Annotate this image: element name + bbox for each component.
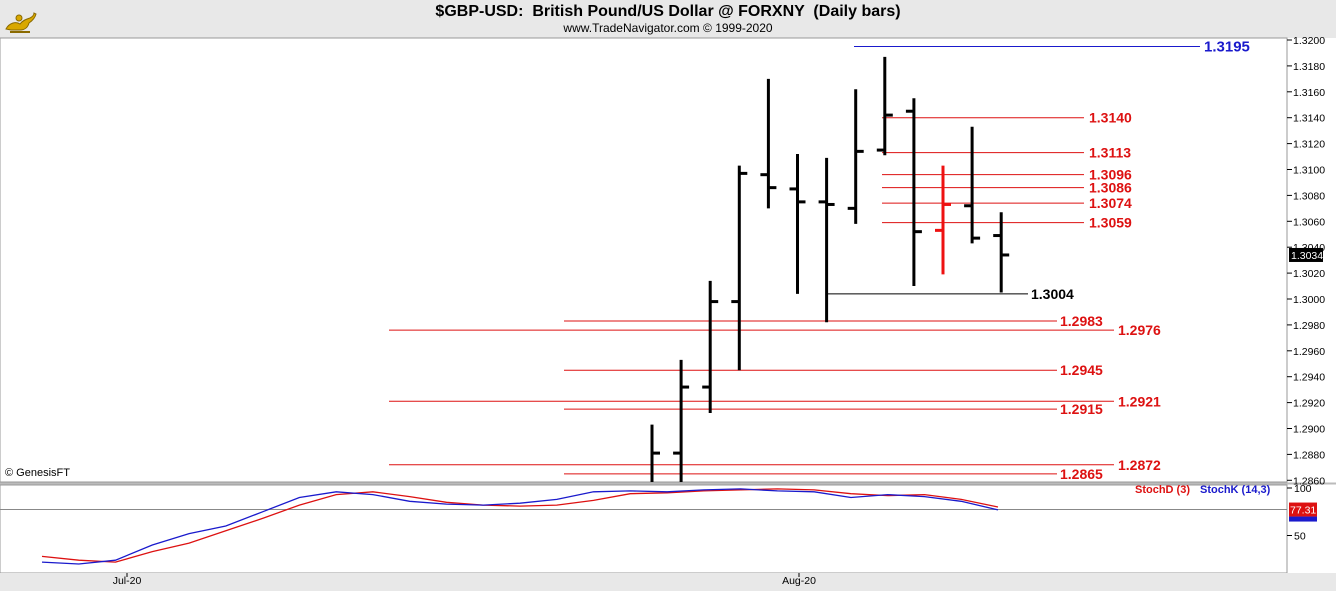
- level-label: 1.2983: [1060, 313, 1103, 329]
- date-axis: Jul-20 Aug-20: [113, 573, 816, 587]
- ohlc-bar: [650, 424, 660, 482]
- ohlc-bar: [964, 126, 981, 244]
- price-tick-label: 1.2920: [1293, 398, 1325, 410]
- stoch-tick-label: 50: [1294, 531, 1306, 543]
- level-label: 1.2976: [1118, 322, 1161, 338]
- copyright-label: © GenesisFT: [5, 467, 70, 479]
- date-tick-label: Aug-20: [782, 575, 816, 587]
- genie-lamp-icon: [3, 2, 37, 36]
- stoch-k-legend: StochK (14,3): [1200, 484, 1271, 496]
- price-tick-label: 1.2860: [1293, 475, 1325, 487]
- stoch-tick-label: 100: [1294, 483, 1312, 495]
- ohlc-bar: [847, 89, 864, 224]
- level-label: 1.2865: [1060, 466, 1103, 482]
- price-tick-label: 1.2960: [1293, 346, 1325, 358]
- chart-subtitle: www.TradeNavigator.com © 1999-2020: [563, 21, 773, 35]
- price-tick-label: 1.3200: [1293, 35, 1325, 47]
- level-label: 1.3195: [1204, 38, 1250, 55]
- stochastic-plot-area: [0, 484, 1288, 574]
- level-label: 1.3113: [1089, 145, 1131, 161]
- ohlc-bar: [789, 153, 806, 294]
- price-tick-label: 1.3020: [1293, 268, 1325, 280]
- price-tick-label: 1.3140: [1293, 113, 1325, 125]
- ohlc-bar: [818, 157, 835, 323]
- chart-title: $GBP-USD: British Pound/US Dollar @ FORX…: [435, 3, 901, 20]
- stoch-d-legend: StochD (3): [1135, 484, 1190, 496]
- level-label: 1.2945: [1060, 362, 1103, 378]
- ohlc-bar: [993, 212, 1010, 293]
- stoch-last-box-k: [1289, 516, 1317, 522]
- ohlc-bar: [876, 56, 893, 156]
- price-tick-label: 1.3120: [1293, 139, 1325, 151]
- ohlc-bar: [760, 78, 777, 209]
- date-tick-label: Jul-20: [113, 575, 142, 587]
- ohlc-bar: [702, 280, 719, 413]
- stochastic-panel: 100 50 77.31 StochD (3) StochK (14,3): [0, 483, 1317, 565]
- stoch-last-label: 77.31: [1290, 505, 1316, 517]
- level-label: 1.3059: [1089, 215, 1132, 231]
- price-tick-label: 1.3000: [1293, 294, 1325, 306]
- price-plot-area: [0, 37, 1288, 483]
- price-axis: 1.3200 1.3180 1.3160 1.3140 1.3120 1.3100 1.30…: [1287, 35, 1325, 487]
- chart-header: [0, 0, 1336, 38]
- price-tick-label: 1.3100: [1293, 165, 1325, 177]
- stoch-k-line: [41, 488, 999, 565]
- level-label: 1.2872: [1118, 457, 1161, 473]
- level-label: 1.3140: [1089, 110, 1132, 126]
- price-tick-label: 1.2880: [1293, 449, 1325, 461]
- price-tick-label: 1.2940: [1293, 372, 1325, 384]
- stoch-last-box: [1289, 502, 1317, 517]
- last-price-marker: 1.3034: [1289, 247, 1323, 262]
- chart-frame: [0, 37, 1336, 591]
- price-tick-label: 1.3080: [1293, 190, 1325, 202]
- ohlc-bars: [650, 56, 1010, 482]
- price-tick-label: 1.2900: [1293, 424, 1325, 436]
- date-axis-band: [0, 573, 1336, 591]
- level-label: 1.3086: [1089, 180, 1132, 196]
- ohlc-bar: [673, 359, 690, 482]
- price-tick-label: 1.3180: [1293, 61, 1325, 73]
- last-price-label: 1.3034: [1291, 250, 1323, 262]
- level-label: 1.3004: [1031, 286, 1074, 302]
- price-tick-label: 1.3160: [1293, 87, 1325, 99]
- last-price-box: [1289, 247, 1323, 262]
- level-label: 1.2915: [1060, 401, 1103, 417]
- level-label: 1.2921: [1118, 393, 1161, 409]
- ohlc-bar: [731, 165, 748, 371]
- level-label: 1.3096: [1089, 167, 1132, 183]
- stoch-d-line: [41, 488, 999, 563]
- level-label: 1.3074: [1089, 195, 1132, 211]
- ohlc-bar: [905, 98, 922, 287]
- price-tick-label: 1.2980: [1293, 320, 1325, 332]
- ohlc-bar: [935, 165, 951, 275]
- price-tick-label: 1.3060: [1293, 216, 1325, 228]
